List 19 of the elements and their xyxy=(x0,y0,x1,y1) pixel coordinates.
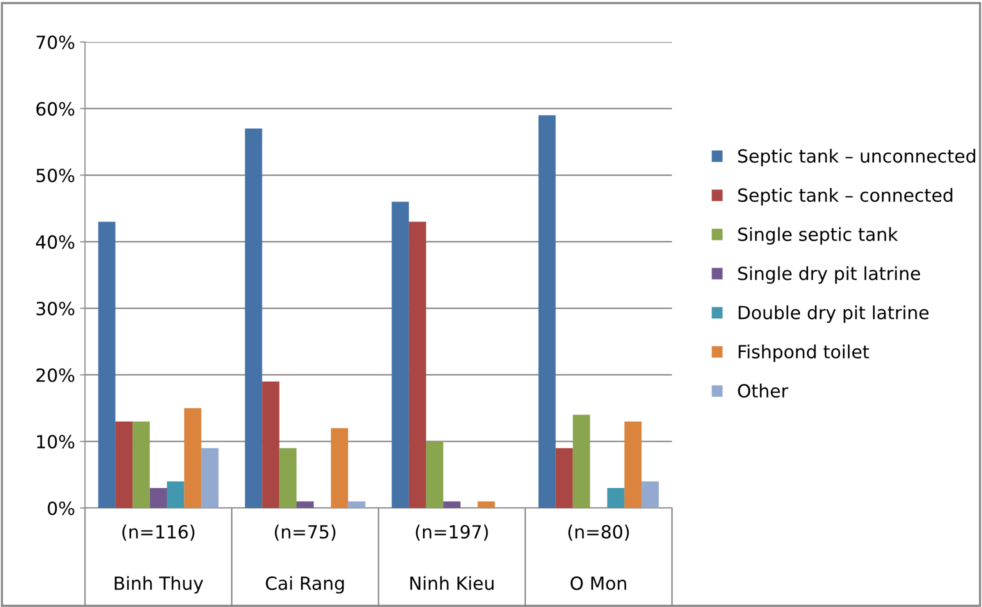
category-label: (n=197) Ninh Kieu xyxy=(410,524,494,590)
y-tick-label: 0% xyxy=(48,501,74,516)
y-tick-label: 70% xyxy=(36,35,74,50)
y-tick-label: 60% xyxy=(36,102,74,116)
legend-label: Septic tank – unconnected xyxy=(738,148,976,166)
y-tick-label: 20% xyxy=(36,368,74,382)
legend-label: Septic tank – connected xyxy=(738,188,952,206)
category-label: (n=80) O Mon xyxy=(568,524,629,590)
legend-label: Fishpond toilet xyxy=(738,344,870,362)
y-tick-label: 30% xyxy=(36,302,74,316)
y-tick-label: 40% xyxy=(36,235,74,249)
legend-label: Double dry pit latrine xyxy=(738,305,929,323)
y-tick-label: 50% xyxy=(36,168,74,182)
legend-label: Other xyxy=(738,384,788,398)
legend-label: Single dry pit latrine xyxy=(738,266,920,284)
legend-label: Single septic tank xyxy=(738,227,898,245)
category-label: (n=116) Binh Thuy xyxy=(114,524,204,594)
y-tick-label: 10% xyxy=(37,434,74,449)
category-label: (n=75) Cai Rang xyxy=(266,524,344,594)
